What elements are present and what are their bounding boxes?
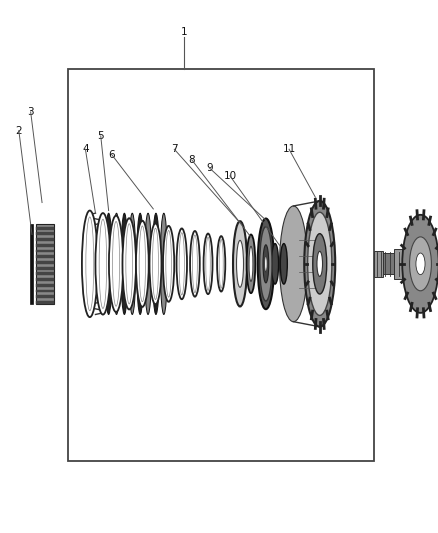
Bar xyxy=(36,289,54,293)
Ellipse shape xyxy=(217,236,225,292)
Bar xyxy=(36,295,54,298)
Text: 7: 7 xyxy=(171,144,178,154)
Text: 1: 1 xyxy=(180,27,187,37)
Bar xyxy=(36,249,54,253)
Ellipse shape xyxy=(402,215,438,313)
Ellipse shape xyxy=(263,245,269,283)
Ellipse shape xyxy=(410,237,431,291)
Ellipse shape xyxy=(280,244,287,284)
Ellipse shape xyxy=(82,211,98,317)
Ellipse shape xyxy=(105,213,112,314)
Ellipse shape xyxy=(129,213,136,314)
Bar xyxy=(409,248,414,280)
Ellipse shape xyxy=(307,212,332,316)
Ellipse shape xyxy=(190,231,200,297)
Ellipse shape xyxy=(237,240,244,287)
Bar xyxy=(36,261,54,264)
Ellipse shape xyxy=(123,218,136,310)
Bar xyxy=(36,255,54,258)
Text: 8: 8 xyxy=(188,155,195,165)
Ellipse shape xyxy=(317,251,322,277)
Ellipse shape xyxy=(304,201,335,327)
Bar xyxy=(383,253,394,274)
Bar xyxy=(36,284,54,287)
Ellipse shape xyxy=(113,213,120,314)
Ellipse shape xyxy=(247,235,255,293)
Ellipse shape xyxy=(95,213,110,314)
Text: 6: 6 xyxy=(108,150,115,159)
Ellipse shape xyxy=(233,221,247,306)
Ellipse shape xyxy=(249,246,253,281)
Bar xyxy=(374,251,383,277)
Ellipse shape xyxy=(260,227,272,301)
Ellipse shape xyxy=(160,213,167,314)
Ellipse shape xyxy=(265,256,267,272)
Ellipse shape xyxy=(136,221,149,307)
Text: 3: 3 xyxy=(27,107,34,117)
Text: 10: 10 xyxy=(223,171,237,181)
Ellipse shape xyxy=(204,233,212,294)
Bar xyxy=(36,238,54,241)
Bar xyxy=(36,224,54,304)
Ellipse shape xyxy=(416,253,425,274)
Ellipse shape xyxy=(279,206,307,322)
Bar xyxy=(30,224,33,304)
Ellipse shape xyxy=(145,213,152,314)
Bar xyxy=(36,301,54,304)
Ellipse shape xyxy=(163,226,174,302)
Bar xyxy=(36,266,54,270)
Bar xyxy=(394,249,402,279)
Bar xyxy=(36,272,54,275)
Ellipse shape xyxy=(177,229,187,299)
Text: 11: 11 xyxy=(283,144,296,154)
Text: 9: 9 xyxy=(206,163,213,173)
Text: 5: 5 xyxy=(97,131,104,141)
Text: 4: 4 xyxy=(82,144,89,154)
Text: 2: 2 xyxy=(15,126,22,135)
Ellipse shape xyxy=(109,216,123,312)
Ellipse shape xyxy=(313,233,327,294)
Ellipse shape xyxy=(258,219,274,309)
Bar xyxy=(36,232,54,235)
Bar xyxy=(36,278,54,281)
Bar xyxy=(68,69,374,461)
Bar xyxy=(402,252,409,276)
Ellipse shape xyxy=(272,244,279,284)
Bar xyxy=(36,244,54,247)
Ellipse shape xyxy=(121,213,128,314)
Ellipse shape xyxy=(152,213,159,314)
Ellipse shape xyxy=(149,223,162,304)
Ellipse shape xyxy=(137,213,144,314)
Bar xyxy=(36,227,54,230)
